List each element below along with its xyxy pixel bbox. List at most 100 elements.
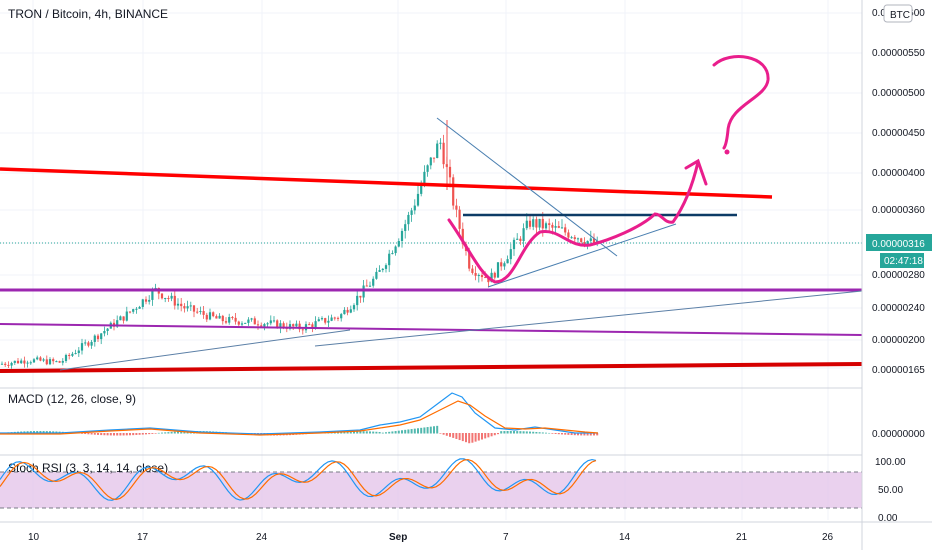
macd-bar [125,433,128,436]
support-line-red[interactable] [0,362,863,373]
candle [176,303,180,306]
candle [324,318,327,323]
macd-bar [407,429,410,434]
trendline-early[interactable] [59,329,351,371]
time-label: 14 [619,532,631,543]
macd-bar [439,433,442,434]
price-label: 0.00000500 [872,88,925,99]
candle [144,299,148,302]
macd-bar [570,433,573,436]
cup-handle-brush[interactable] [447,160,700,284]
macd-bar [545,432,547,434]
candle [84,342,87,344]
candle [0,363,4,365]
candle [317,319,320,322]
candle [205,314,208,320]
channel-bottom-purple[interactable] [0,323,863,336]
macd-bar [81,433,83,434]
candle [308,324,311,326]
stoch-axis-100: 100.00 [875,457,906,468]
macd-bar [564,433,567,435]
macd-bar [429,426,432,434]
macd-bar [132,433,135,436]
candle [381,268,384,271]
candle [573,237,576,240]
macd-bar [516,431,519,434]
macd-signal-line [0,400,599,436]
candle [416,193,420,206]
candle [4,363,7,365]
macd-bar [170,431,173,434]
candle [580,238,583,243]
bar-countdown: 02:47:18 [884,256,923,267]
macd-bar [455,433,458,439]
macd-label: MACD (12, 26, close, 9) [8,392,136,406]
candle [173,295,176,306]
macd-bar [490,433,493,437]
triangle-upper-line[interactable] [436,117,618,257]
question-mark-brush[interactable] [712,55,770,150]
price-axis-labels[interactable]: 0.00000600 0.00000550 0.00000500 0.00000… [872,8,925,376]
macd-line [0,392,598,435]
candle [522,228,525,242]
candle [253,318,256,325]
macd-bar [394,431,397,434]
candle [400,230,404,241]
candle [279,323,282,329]
candle [554,226,557,228]
time-axis[interactable]: 10 17 24 Sep 7 14 21 26 [28,532,834,543]
arrow-head-brush[interactable] [684,158,708,186]
macd-bar [90,433,93,435]
candle [394,246,397,254]
macd-bar [135,433,138,435]
macd-bar [29,431,32,434]
candle [240,323,244,325]
candle [544,223,548,229]
macd-bar [353,431,355,434]
candle [292,324,295,327]
symbol-title[interactable]: TRON / Bitcoin, 4h, BINANCE [8,7,168,21]
macd-bar [461,433,464,442]
macd-bar [388,431,391,434]
macd-bar [458,433,461,441]
resistance-line-red[interactable] [0,167,773,199]
macd-bar [404,429,407,434]
macd-bar [372,431,375,434]
macd-bar [97,433,99,435]
macd-bar [532,431,535,434]
stoch-axis-0: 0.00 [878,513,898,524]
candle [471,268,474,273]
macd-bar [525,431,528,434]
price-label: 0.00000400 [872,168,925,179]
macd-bar [180,431,183,434]
drawings[interactable] [0,55,863,373]
candle [567,232,570,238]
candle [439,142,442,144]
question-mark-dot[interactable] [724,149,730,155]
macd-bar [586,433,589,436]
candle [276,320,279,329]
macd-bar [506,431,509,434]
macd-bar [378,431,381,434]
candle [480,275,484,278]
macd-bar [449,433,451,437]
candle [263,324,266,327]
triangle-lower-line[interactable] [487,223,677,288]
candle [212,312,215,317]
candle [592,238,596,245]
candle [189,305,192,307]
price-label: 0.00000550 [872,48,925,59]
candle [346,309,349,313]
macd-bar [119,433,122,436]
candle [461,228,464,245]
macd-bar [177,431,179,434]
candle [532,219,535,227]
macd-bar [359,431,362,434]
trendline-long[interactable] [314,290,863,347]
candle [368,285,372,287]
stoch-k-line [0,458,597,501]
macd-bar [39,431,42,434]
currency-badge[interactable] [883,4,913,23]
